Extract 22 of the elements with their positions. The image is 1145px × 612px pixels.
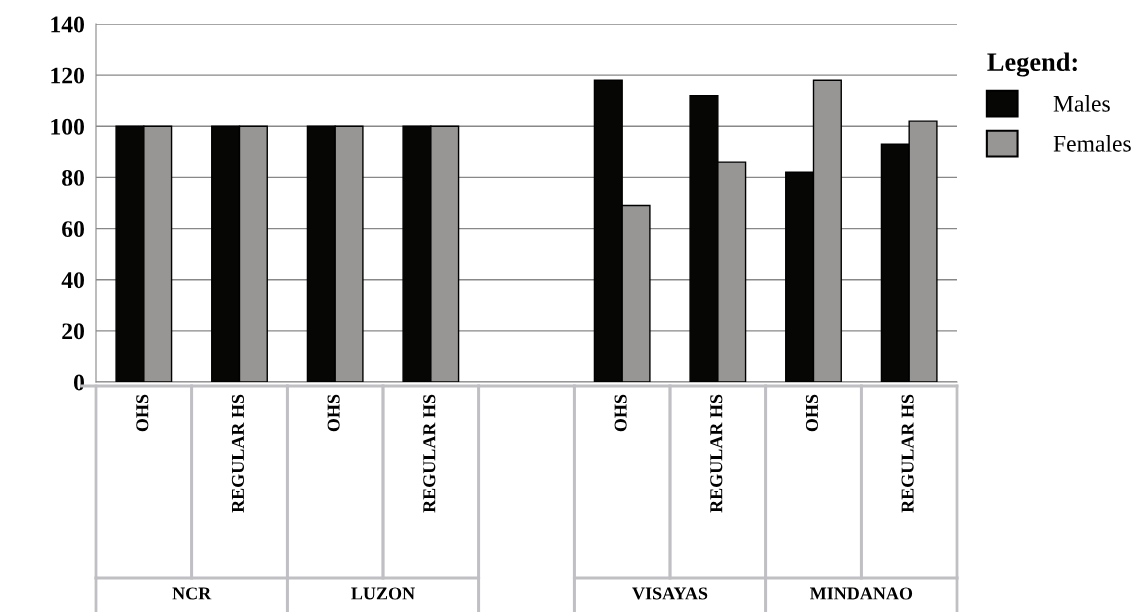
text: VISAYAS xyxy=(632,587,708,600)
text: LUZON xyxy=(351,587,415,600)
x-tick-label: OHS xyxy=(327,394,340,432)
x-tick-label: OHS xyxy=(614,394,627,432)
y-tick-label: 120 xyxy=(51,67,84,84)
x-tick-label: REGULAR HS xyxy=(423,394,436,513)
y-tick-label: 40 xyxy=(61,272,84,289)
x-tick-label: REGULAR HS xyxy=(901,394,914,513)
text: NCR xyxy=(172,587,212,600)
legend-label: Males xyxy=(1053,95,1110,112)
text: MINDANAO xyxy=(809,587,913,600)
y-tick-label: 20 xyxy=(62,323,84,340)
x-tick-label: OHS xyxy=(805,394,819,432)
y-tick-label: 80 xyxy=(62,169,84,186)
x-tick-label: REGULAR HS xyxy=(231,394,245,513)
x-tick-label: REGULAR HS xyxy=(710,394,723,513)
y-tick-label: 60 xyxy=(62,221,84,237)
legend-label: Females xyxy=(1053,135,1131,152)
legend-title: Legend: xyxy=(987,52,1077,77)
y-tick-label: 100 xyxy=(51,118,84,135)
x-tick-label: OHS xyxy=(136,394,149,432)
y-tick-label: 140 xyxy=(51,16,84,33)
